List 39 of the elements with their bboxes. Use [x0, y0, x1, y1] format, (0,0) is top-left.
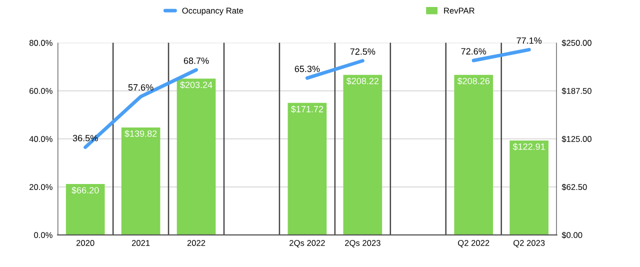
- y2-tick-label: $250.00: [562, 40, 592, 46]
- x-tick-label: 2Qs 2023: [345, 240, 380, 248]
- y-tick-label: 40.0%: [29, 136, 52, 142]
- y2-tick-label: $125.00: [562, 136, 592, 142]
- y2-tick-label: $62.50: [562, 184, 587, 190]
- bar: [66, 184, 105, 235]
- legend-label: Occupancy Rate: [182, 8, 244, 16]
- y-tick-label: 60.0%: [30, 88, 52, 94]
- data-label: $122.91: [512, 143, 545, 150]
- x-tick-label: 2Qs 2022: [290, 240, 325, 248]
- x-tick-label: Q2 2022: [458, 240, 490, 248]
- data-label: 72.5%: [350, 48, 376, 55]
- legend-label: RevPAR: [444, 8, 474, 14]
- data-label: $208.22: [346, 77, 379, 85]
- x-tick-label: 2022: [187, 240, 206, 246]
- data-label: 77.1%: [516, 37, 542, 44]
- y-tick-label: 0.0%: [34, 232, 52, 238]
- data-label: $139.82: [124, 130, 157, 138]
- data-label: 57.6%: [128, 84, 154, 91]
- bar: [454, 74, 494, 235]
- y-tick-label: 20.0%: [30, 184, 52, 190]
- bar: [121, 127, 160, 235]
- data-label: $171.72: [290, 106, 324, 113]
- bar: [343, 74, 382, 235]
- y2-tick-label: $187.50: [562, 88, 592, 94]
- data-label: 68.7%: [184, 58, 209, 64]
- x-tick-label: 2021: [132, 240, 150, 246]
- x-tick-label: Q2 2023: [513, 240, 545, 248]
- data-label: $66.20: [72, 186, 99, 194]
- bar: [288, 102, 327, 235]
- bar: [510, 140, 548, 235]
- bar: [176, 78, 216, 235]
- data-label: $203.24: [180, 81, 212, 89]
- x-tick-label: 2020: [76, 240, 94, 246]
- y-tick-label: 80.0%: [29, 40, 52, 46]
- data-label: $208.26: [457, 77, 490, 85]
- y2-tick-label: $0.00: [562, 232, 582, 239]
- data-label: 65.3%: [294, 66, 320, 72]
- data-label: 72.6%: [461, 48, 486, 55]
